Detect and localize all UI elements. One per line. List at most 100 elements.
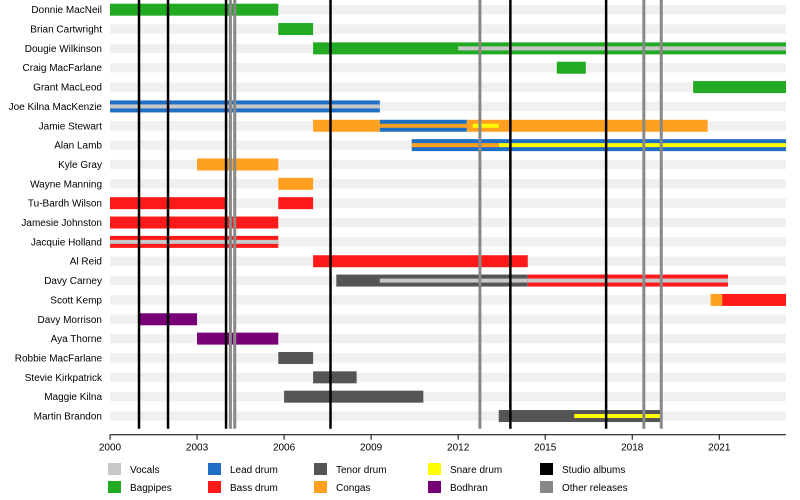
member-label: Jamesie Johnston bbox=[21, 218, 102, 229]
legend-swatch bbox=[428, 463, 441, 475]
member-label: Maggie Kilna bbox=[44, 392, 102, 403]
x-tick-label: 2015 bbox=[534, 443, 557, 454]
legend-item-other-releases: Other releases bbox=[540, 481, 628, 494]
row-stripe bbox=[110, 63, 786, 73]
secondary-role-line bbox=[110, 239, 279, 244]
membership-bar bbox=[110, 216, 279, 229]
member-label: Tu-Bardh Wilson bbox=[28, 199, 102, 210]
x-tick-label: 2018 bbox=[621, 443, 644, 454]
secondary-role-line bbox=[379, 278, 528, 283]
legend-item-snare-drum: Snare drum bbox=[428, 463, 502, 476]
membership-bar bbox=[278, 197, 314, 210]
member-label: Wayne Manning bbox=[30, 179, 102, 190]
legend-swatch bbox=[428, 481, 441, 493]
legend-item-congas: Congas bbox=[314, 481, 370, 494]
x-tick-label: 2021 bbox=[708, 443, 731, 454]
legend-item-bodhran: Bodhran bbox=[428, 481, 488, 494]
member-label: Stevie Kirkpatrick bbox=[25, 373, 103, 384]
legend-item-studio-albums: Studio albums bbox=[540, 463, 625, 476]
row-stripe bbox=[110, 101, 786, 112]
legend-label: Vocals bbox=[130, 465, 159, 476]
legend-label: Bass drum bbox=[230, 483, 278, 494]
legend-swatch bbox=[314, 481, 327, 493]
legend-label: Tenor drum bbox=[336, 465, 387, 476]
legend-item-lead-drum: Lead drum bbox=[208, 463, 278, 476]
row-stripe bbox=[110, 5, 786, 15]
legend-item-bagpipes: Bagpipes bbox=[108, 481, 172, 494]
member-label: Jacquie Holland bbox=[31, 237, 102, 248]
membership-bar bbox=[722, 293, 786, 306]
secondary-role-line bbox=[379, 123, 467, 128]
legend-swatch bbox=[208, 463, 221, 475]
row-stripe bbox=[110, 237, 786, 247]
x-tick-label: 2009 bbox=[360, 443, 383, 454]
x-tick-label: 2012 bbox=[447, 443, 470, 454]
member-label: Craig MacFarlane bbox=[23, 63, 103, 74]
row-stripe bbox=[110, 295, 786, 305]
legend-item-tenor-drum: Tenor drum bbox=[314, 463, 387, 476]
member-label: Davy Carney bbox=[44, 276, 102, 287]
member-label: Al Reid bbox=[70, 257, 102, 268]
row-stripe bbox=[110, 314, 786, 324]
row-stripe bbox=[110, 333, 786, 344]
legend-label: Studio albums bbox=[562, 465, 625, 476]
membership-bar bbox=[278, 351, 314, 364]
member-label: Joe Kilna MacKenzie bbox=[9, 102, 103, 113]
member-label: Davy Morrison bbox=[38, 315, 102, 326]
row-stripe bbox=[110, 24, 786, 34]
legend-swatch bbox=[208, 481, 221, 493]
legend-label: Snare drum bbox=[450, 465, 502, 476]
row-stripe bbox=[110, 82, 786, 92]
membership-bar bbox=[197, 158, 279, 171]
legend-label: Bagpipes bbox=[130, 483, 172, 494]
row-stripe bbox=[110, 217, 786, 228]
membership-bar bbox=[313, 119, 380, 132]
membership-bar bbox=[278, 23, 314, 36]
member-label: Dougie Wilkinson bbox=[25, 44, 102, 55]
secondary-role-line bbox=[574, 414, 662, 419]
legend-label: Lead drum bbox=[230, 465, 278, 476]
x-tick-label: 2003 bbox=[186, 443, 209, 454]
membership-bar bbox=[466, 119, 708, 132]
legend-label: Bodhran bbox=[450, 483, 488, 494]
legend-swatch bbox=[108, 481, 121, 493]
member-label: Grant MacLeod bbox=[33, 83, 102, 94]
member-label: Donnie MacNeil bbox=[31, 5, 102, 16]
legend-label: Other releases bbox=[562, 483, 628, 494]
legend-item-vocals: Vocals bbox=[108, 463, 159, 476]
member-label: Alan Lamb bbox=[54, 141, 102, 152]
row-stripe bbox=[110, 411, 786, 421]
secondary-role-line bbox=[411, 143, 499, 148]
member-label: Aya Thorne bbox=[51, 334, 103, 345]
row-stripe bbox=[110, 372, 786, 382]
row-stripe bbox=[110, 392, 786, 402]
member-label: Kyle Gray bbox=[58, 160, 102, 171]
member-label: Jamie Stewart bbox=[39, 121, 103, 132]
membership-bar bbox=[556, 61, 586, 74]
membership-bar bbox=[313, 371, 357, 384]
legend-label: Congas bbox=[336, 483, 370, 494]
legend-swatch bbox=[540, 481, 553, 493]
row-stripe bbox=[110, 353, 786, 363]
legend-item-bass-drum: Bass drum bbox=[208, 481, 278, 494]
secondary-role-line bbox=[472, 123, 499, 128]
member-label: Brian Cartwright bbox=[30, 25, 102, 36]
membership-bar bbox=[197, 332, 279, 345]
row-stripe bbox=[110, 179, 786, 189]
legend-swatch bbox=[108, 463, 121, 475]
legend-swatch bbox=[314, 463, 327, 475]
membership-bar bbox=[284, 390, 424, 403]
secondary-role-line bbox=[110, 104, 380, 109]
secondary-role-line bbox=[458, 46, 786, 51]
membership-bar bbox=[710, 293, 723, 306]
x-tick-label: 2000 bbox=[99, 443, 122, 454]
membership-bar bbox=[278, 177, 314, 190]
membership-bar bbox=[693, 81, 786, 94]
membership-bar bbox=[313, 255, 528, 268]
secondary-role-line bbox=[527, 278, 728, 283]
legend-swatch bbox=[540, 463, 553, 475]
row-stripe bbox=[110, 198, 786, 208]
member-label: Robbie MacFarlane bbox=[15, 353, 103, 364]
member-label: Martin Brandon bbox=[34, 412, 102, 423]
